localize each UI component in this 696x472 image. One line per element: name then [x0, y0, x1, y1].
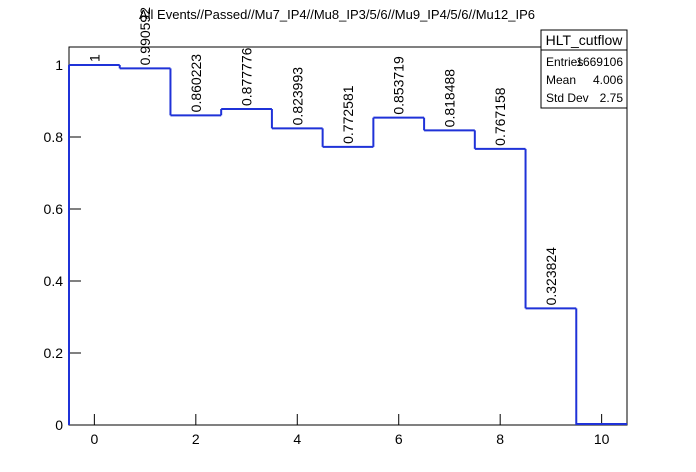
stats-box: HLT_cutflow Entries 1669106 Mean 4.006 S…: [540, 29, 628, 109]
value-label: 0.877776: [239, 47, 255, 106]
x-tick-label: 8: [496, 431, 504, 447]
stats-value: 1669106: [576, 55, 623, 69]
y-tick-label: 0: [55, 417, 63, 433]
y-tick-label: 0.4: [44, 273, 64, 289]
x-tick-label: 2: [192, 431, 200, 447]
value-label: 0.767158: [492, 87, 508, 146]
stats-key: Mean: [546, 73, 576, 87]
stats-value: 4.006: [593, 73, 623, 87]
y-tick-label: 1: [55, 57, 63, 73]
chart-title: All Events//Passed//Mu7_IP4//Mu8_IP3/5/6…: [139, 7, 535, 22]
x-tick-label: 0: [90, 431, 98, 447]
y-tick-label: 0.6: [44, 201, 64, 217]
x-tick-label: 4: [293, 431, 301, 447]
x-tick-label: 10: [594, 431, 610, 447]
y-tick-label: 0.8: [44, 129, 64, 145]
value-label: 0.990592: [137, 7, 153, 66]
stats-value: 2.75: [600, 91, 624, 105]
value-label: 0.823993: [289, 67, 305, 126]
stats-title: HLT_cutflow: [546, 32, 624, 48]
value-label: 0.323824: [543, 247, 559, 306]
value-label: 1: [86, 54, 102, 62]
value-label: 0.853719: [391, 56, 407, 115]
y-tick-label: 0.2: [44, 345, 64, 361]
value-label: 0.860223: [188, 54, 204, 113]
stats-key: Entries: [546, 55, 583, 69]
x-tick-label: 6: [395, 431, 403, 447]
value-label: 0.818488: [441, 69, 457, 128]
stats-frame: [540, 29, 628, 109]
stats-key: Std Dev: [546, 91, 589, 105]
value-label: 0.772581: [340, 85, 356, 144]
